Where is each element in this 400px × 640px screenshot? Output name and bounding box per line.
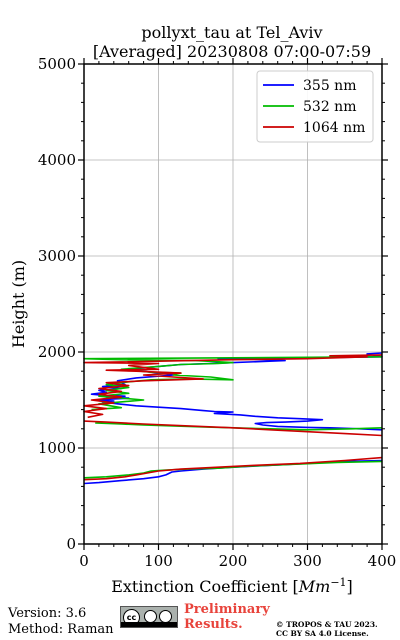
y-tick-label: 1000	[38, 439, 76, 457]
copyright-line-2: CC BY SA 4.0 License.	[276, 629, 369, 638]
legend: 355 nm 532 nm 1064 nm	[256, 70, 374, 143]
footer-info: Version: 3.6 Method: Raman	[8, 606, 114, 638]
y-tick-label: 5000	[38, 55, 76, 73]
preliminary-line-2: Results.	[184, 617, 243, 632]
preliminary-line-1: Preliminary	[184, 602, 270, 617]
method-text: Method: Raman	[8, 622, 114, 637]
x-tick-label: 400	[368, 552, 397, 570]
chart-subtitle: [Averaged] 20230808 07:00-07:59	[93, 42, 371, 61]
x-axis-unit: Mm	[298, 577, 331, 596]
preliminary-notice: Preliminary Results.	[184, 602, 270, 632]
copyright-line-1: © TROPOS & TAU 2023.	[276, 620, 378, 629]
version-text: Version: 3.6	[8, 606, 87, 621]
x-tick-label: 0	[79, 552, 89, 570]
legend-box	[256, 70, 374, 143]
x-tick-label: 300	[293, 552, 322, 570]
x-axis-label: Extinction Coefficient [Mm−1]	[111, 576, 353, 597]
y-tick-label: 3000	[38, 247, 76, 265]
y-tick-label: 0	[66, 535, 76, 553]
legend-entry-label: 355 nm	[303, 78, 356, 94]
x-axis-unit-exp: −1	[330, 576, 346, 589]
x-tick-label: 200	[219, 552, 248, 570]
cc-badge-strip	[121, 622, 177, 627]
chart-title: pollyxt_tau at Tel_Aviv	[141, 23, 322, 42]
legend-entry-label: 532 nm	[303, 99, 356, 115]
x-axis-label-text: Extinction Coefficient [	[111, 577, 299, 596]
y-tick-label: 2000	[38, 343, 76, 361]
y-axis-label: Height (m)	[9, 260, 28, 348]
cc-license-badge: cc	[120, 606, 178, 628]
y-tick-label: 4000	[38, 151, 76, 169]
extinction-profile-chart: pollyxt_tau at Tel_Aviv [Averaged] 20230…	[9, 23, 397, 597]
copyright-notice: © TROPOS & TAU 2023. CC BY SA 4.0 Licens…	[276, 620, 378, 638]
legend-entry-label: 1064 nm	[303, 120, 365, 136]
x-tick-label: 100	[144, 552, 173, 570]
series-line-3	[83, 354, 383, 481]
